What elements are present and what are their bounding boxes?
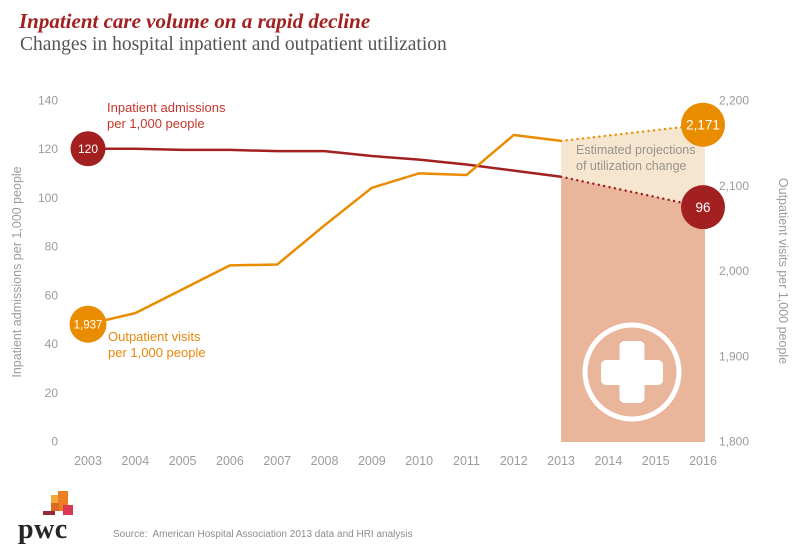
inpatient-series-label: Inpatient admissions per 1,000 people [107, 100, 226, 131]
x-axis-year: 2013 [547, 454, 575, 468]
outpatient-start-marker [69, 305, 107, 343]
x-axis-year: 2015 [642, 454, 670, 468]
right-axis-tick: 1,800 [719, 435, 749, 449]
source-text: Source: American Hospital Association 20… [113, 529, 413, 540]
x-axis-year: 2016 [689, 454, 717, 468]
inpatient-projection-marker [681, 185, 725, 230]
logo-block-orange [58, 491, 68, 511]
outpatient-projection-value: 2,171 [686, 118, 720, 133]
outpatient-projection-marker [681, 102, 725, 147]
left-axis-tick: 100 [38, 191, 58, 205]
logo-block-red [63, 505, 73, 515]
plus-circle-outline [582, 322, 682, 422]
plus-vertical-bar [619, 341, 645, 403]
left-axis-tick: 80 [45, 240, 59, 254]
left-axis-tick: 120 [38, 142, 58, 156]
logo-block-dark-orange [51, 503, 59, 511]
inpatient-start-marker [70, 131, 106, 167]
projection-band-group [561, 124, 705, 442]
x-axis-year: 2004 [121, 454, 149, 468]
right-axis-title: Outpatient visits per 1,000 people [776, 178, 790, 364]
x-axis-year: 2009 [358, 454, 386, 468]
pwc-logo-mark-icon [43, 491, 81, 519]
right-axis-tick: 2,000 [719, 264, 749, 278]
projection-note: Estimated projections of utilization cha… [576, 143, 696, 173]
x-axis-year: 2012 [500, 454, 528, 468]
x-axis-year: 2003 [74, 454, 102, 468]
outpatient-start-value: 1,937 [74, 319, 103, 331]
x-axis-year: 2014 [594, 454, 622, 468]
left-axis-tick: 140 [38, 94, 58, 108]
x-axis-year: 2006 [216, 454, 244, 468]
axis-labels-group: 140 120 100 80 60 40 20 0 2,200 2,100 2,000 1,900 1,… [38, 94, 749, 469]
outpatient-projection-line [559, 123, 705, 143]
logo-block-maroon [43, 511, 55, 515]
x-axis-year: 2010 [405, 454, 433, 468]
outpatient-line [87, 133, 562, 326]
projection-band-light [561, 124, 705, 208]
x-axis-year: 2007 [263, 454, 291, 468]
projection-band-dark [561, 176, 705, 442]
inpatient-line [88, 147, 562, 178]
series-lines-group [87, 123, 705, 326]
x-axis-year: 2011 [453, 454, 480, 468]
inpatient-projection-value: 96 [695, 200, 710, 215]
left-axis-tick: 0 [51, 435, 58, 449]
left-axis-tick: 60 [45, 288, 59, 302]
right-axis-tick: 1,900 [719, 349, 749, 363]
logo-block-light-orange [51, 495, 59, 503]
left-axis-tick: 20 [45, 386, 59, 400]
medical-plus-icon [582, 322, 682, 422]
x-axis-year: 2008 [311, 454, 339, 468]
left-axis-tick: 40 [45, 337, 59, 351]
right-axis-tick: 2,100 [719, 179, 749, 193]
inpatient-start-value: 120 [78, 142, 98, 156]
outpatient-series-label: Outpatient visits per 1,000 people [108, 329, 206, 360]
inpatient-projection-line [559, 175, 705, 209]
left-axis-title: Inpatient admissions per 1,000 people [10, 166, 24, 377]
right-axis-tick: 2,200 [719, 94, 749, 108]
data-markers-group: 120 1,937 2,171 96 [69, 102, 725, 343]
pwc-logo: pwc [18, 514, 68, 545]
x-axis-year: 2005 [169, 454, 197, 468]
page-subtitle: Changes in hospital inpatient and outpat… [20, 34, 447, 55]
page-title: Inpatient care volume on a rapid decline [19, 9, 371, 33]
